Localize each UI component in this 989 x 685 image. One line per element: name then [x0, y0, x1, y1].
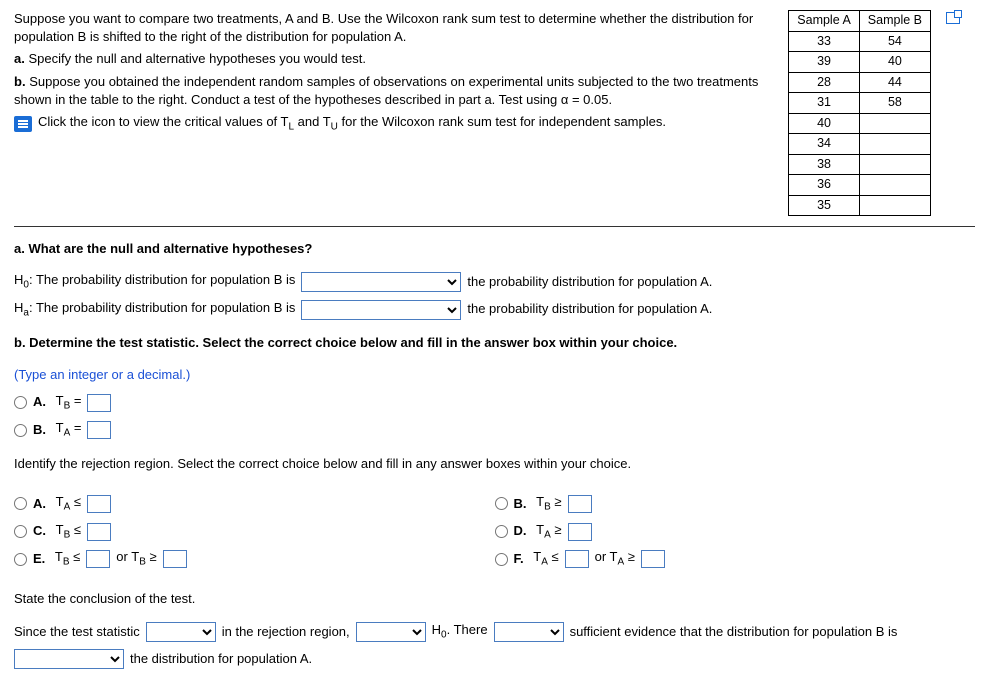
critical-values-link[interactable]: Click the icon to view the critical valu…: [14, 113, 768, 135]
table-row: 3940: [789, 52, 975, 73]
table-cell: 34: [789, 134, 860, 155]
stat-radio-b[interactable]: [14, 424, 27, 437]
h0-relation-select[interactable]: [301, 272, 461, 292]
rej-radio-f[interactable]: [495, 553, 508, 566]
table-row: 40: [789, 113, 975, 134]
rej-radio-e[interactable]: [14, 553, 27, 566]
table-cell: [859, 154, 930, 175]
rej-radio-a[interactable]: [14, 497, 27, 510]
conclusion-row: Since the test statistic in the rejectio…: [14, 621, 975, 643]
part-b-line: b. Suppose you obtained the independent …: [14, 73, 768, 109]
concl-select-4[interactable]: [14, 649, 124, 669]
concl-h0: H0. There: [432, 621, 488, 643]
sample-data-table: Sample A Sample B 3354394028443158403438…: [788, 10, 975, 216]
table-cell: 40: [859, 52, 930, 73]
concl-select-2[interactable]: [356, 622, 426, 642]
concl-select-1[interactable]: [146, 622, 216, 642]
concl-t1: Since the test statistic: [14, 623, 140, 641]
ha-relation-select[interactable]: [301, 300, 461, 320]
h0-tail: the probability distribution for populat…: [467, 273, 712, 291]
stat-b-expr: TA =: [52, 419, 81, 441]
table-cell: 54: [859, 31, 930, 52]
col-header-b: Sample B: [859, 11, 930, 32]
table-row: 3158: [789, 93, 975, 114]
table-cell: 33: [789, 31, 860, 52]
concl-t5: the distribution for population A.: [130, 650, 312, 668]
link-text: Click the icon to view the critical valu…: [38, 113, 666, 135]
table-cell: 28: [789, 72, 860, 93]
stat-radio-a[interactable]: [14, 396, 27, 409]
table-cell: [859, 134, 930, 155]
h0-label: H0: The probability distribution for pop…: [14, 271, 295, 293]
part-a-text: Specify the null and alternative hypothe…: [28, 51, 366, 66]
part-a-label: a.: [14, 51, 25, 66]
stat-b-input[interactable]: [87, 421, 111, 439]
part-a-line: a. Specify the null and alternative hypo…: [14, 50, 768, 68]
table-row: 34: [789, 134, 975, 155]
table-cell: [859, 113, 930, 134]
table-cell: 39: [789, 52, 860, 73]
divider: [14, 226, 975, 227]
concl-select-3[interactable]: [494, 622, 564, 642]
rej-choice-e: E. TB ≤ or TB ≥: [14, 548, 495, 570]
rej-choice-c: C. TB ≤: [14, 521, 495, 543]
question-b-lead: b. Determine the test statistic. Select …: [14, 334, 975, 352]
rej-choice-f: F. TA ≤ or TA ≥: [495, 548, 976, 570]
part-b-label: b.: [14, 74, 26, 89]
table-cell: [859, 175, 930, 196]
table-cell: [859, 195, 930, 216]
ha-label: Ha: The probability distribution for pop…: [14, 299, 295, 321]
ha-row: Ha: The probability distribution for pop…: [14, 299, 975, 321]
rej-a-input[interactable]: [87, 495, 111, 513]
concl-t2: in the rejection region,: [222, 623, 350, 641]
table-row: 2844: [789, 72, 975, 93]
h0-row: H0: The probability distribution for pop…: [14, 271, 975, 293]
table-row: 3354: [789, 31, 975, 52]
rej-f-input2[interactable]: [641, 550, 665, 568]
rej-d-input[interactable]: [568, 523, 592, 541]
problem-statement: Suppose you want to compare two treatmen…: [14, 10, 768, 216]
rej-b-input[interactable]: [568, 495, 592, 513]
conclusion-row-2: the distribution for population A.: [14, 649, 975, 669]
stat-choice-a: A. TB =: [14, 392, 975, 414]
rej-e-input2[interactable]: [163, 550, 187, 568]
part-b-text: Suppose you obtained the independent ran…: [14, 74, 758, 107]
rej-f-input1[interactable]: [565, 550, 589, 568]
stat-a-input[interactable]: [87, 394, 111, 412]
type-instruction: (Type an integer or a decimal.): [14, 366, 975, 384]
rej-radio-d[interactable]: [495, 525, 508, 538]
rejection-lead: Identify the rejection region. Select th…: [14, 455, 975, 473]
intro-text: Suppose you want to compare two treatmen…: [14, 10, 768, 46]
rej-e-input1[interactable]: [86, 550, 110, 568]
table-cell: 44: [859, 72, 930, 93]
stat-choice-b: B. TA =: [14, 419, 975, 441]
concl-t4: sufficient evidence that the distributio…: [570, 623, 898, 641]
rej-choice-d: D. TA ≥: [495, 521, 976, 543]
col-header-a: Sample A: [789, 11, 860, 32]
table-cell: 38: [789, 154, 860, 175]
table-row: 35: [789, 195, 975, 216]
stat-a-label: A.: [33, 393, 46, 411]
ha-tail: the probability distribution for populat…: [467, 300, 712, 318]
rej-choice-b: B. TB ≥: [495, 493, 976, 515]
rej-c-input[interactable]: [87, 523, 111, 541]
table-row: 38: [789, 154, 975, 175]
table-cell: 31: [789, 93, 860, 114]
table-cell: 58: [859, 93, 930, 114]
rej-choice-a: A. TA ≤: [14, 493, 495, 515]
data-table-wrap: Sample A Sample B 3354394028443158403438…: [788, 10, 975, 216]
stat-b-label: B.: [33, 421, 46, 439]
popout-icon[interactable]: [946, 12, 960, 24]
table-cell: 36: [789, 175, 860, 196]
table-cell: 40: [789, 113, 860, 134]
table-cell: 35: [789, 195, 860, 216]
rej-radio-c[interactable]: [14, 525, 27, 538]
rej-radio-b[interactable]: [495, 497, 508, 510]
table-icon: [14, 116, 32, 132]
question-a-heading: a. What are the null and alternative hyp…: [14, 240, 975, 258]
conclusion-lead: State the conclusion of the test.: [14, 590, 975, 608]
stat-a-expr: TB =: [52, 392, 81, 414]
table-row: 36: [789, 175, 975, 196]
